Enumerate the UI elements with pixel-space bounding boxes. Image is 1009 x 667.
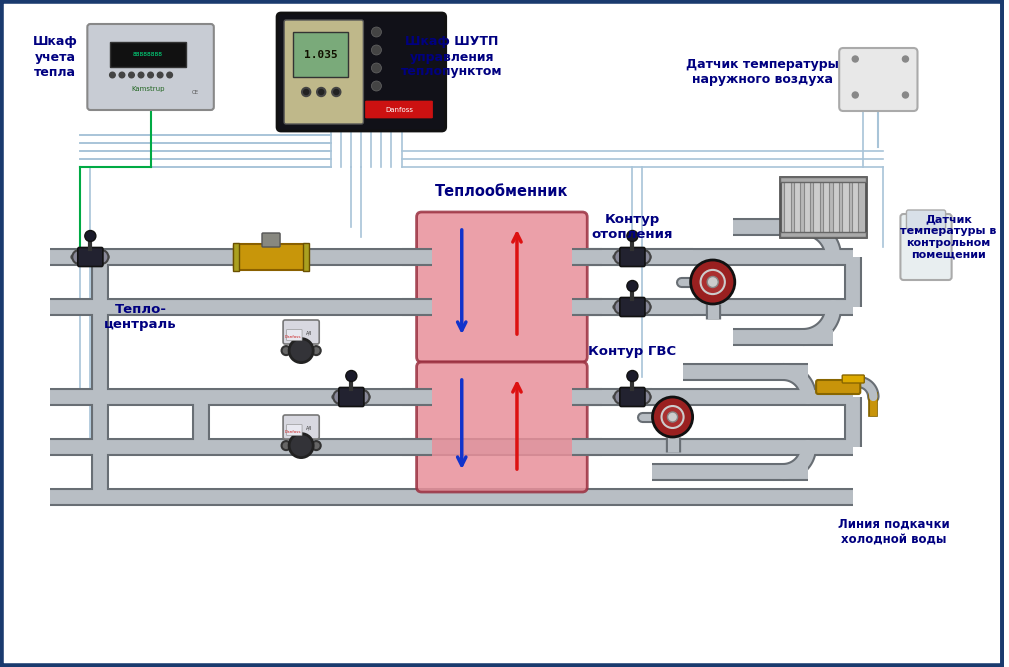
Text: Danfoss: Danfoss	[285, 430, 302, 434]
Text: A/I: A/I	[306, 331, 313, 336]
FancyBboxPatch shape	[287, 329, 302, 340]
Bar	[781, 232, 866, 237]
FancyBboxPatch shape	[417, 212, 587, 362]
Text: Теплообменник: Теплообменник	[435, 185, 569, 199]
Circle shape	[853, 92, 859, 98]
Circle shape	[627, 281, 638, 291]
Circle shape	[637, 300, 651, 314]
FancyBboxPatch shape	[365, 101, 433, 118]
FancyBboxPatch shape	[417, 362, 587, 492]
Text: CE: CE	[192, 89, 200, 95]
Circle shape	[85, 231, 96, 241]
FancyBboxPatch shape	[816, 380, 861, 394]
Text: Линия подкачки
холодной воды: Линия подкачки холодной воды	[837, 518, 949, 546]
FancyBboxPatch shape	[287, 424, 302, 436]
Bar	[784, 179, 791, 235]
Bar	[813, 179, 819, 235]
FancyBboxPatch shape	[906, 210, 945, 229]
Circle shape	[700, 270, 724, 294]
Circle shape	[166, 72, 173, 78]
Circle shape	[902, 56, 908, 62]
Text: Тепло-
централь: Тепло- централь	[104, 303, 177, 331]
Circle shape	[627, 231, 638, 241]
Circle shape	[319, 89, 324, 95]
Circle shape	[355, 390, 369, 404]
Circle shape	[614, 300, 629, 314]
Circle shape	[333, 390, 347, 404]
Circle shape	[668, 412, 678, 422]
FancyBboxPatch shape	[88, 24, 214, 110]
FancyBboxPatch shape	[339, 388, 364, 406]
Circle shape	[627, 370, 638, 382]
Bar	[303, 243, 309, 271]
FancyBboxPatch shape	[262, 233, 281, 247]
Circle shape	[371, 81, 381, 91]
Text: 88888888: 88888888	[133, 52, 163, 57]
Circle shape	[312, 441, 321, 450]
Text: Шкаф
учета
тепла: Шкаф учета тепла	[32, 35, 78, 79]
Text: Danfoss: Danfoss	[285, 335, 302, 339]
Circle shape	[290, 339, 313, 363]
Circle shape	[129, 72, 134, 78]
Circle shape	[73, 250, 87, 264]
FancyBboxPatch shape	[900, 214, 951, 280]
Circle shape	[282, 346, 291, 355]
Bar	[843, 179, 849, 235]
Circle shape	[614, 390, 629, 404]
Circle shape	[95, 250, 108, 264]
Bar	[781, 177, 866, 237]
Circle shape	[312, 346, 321, 355]
FancyBboxPatch shape	[843, 375, 865, 383]
Circle shape	[346, 370, 357, 382]
Text: Датчик
температуры в
контрольном
помещении: Датчик температуры в контрольном помещен…	[900, 215, 997, 259]
Circle shape	[371, 27, 381, 37]
Text: 1.035: 1.035	[304, 50, 338, 60]
Circle shape	[707, 277, 718, 287]
Circle shape	[902, 92, 908, 98]
Circle shape	[853, 56, 859, 62]
Circle shape	[119, 72, 125, 78]
Circle shape	[110, 72, 115, 78]
Circle shape	[653, 397, 692, 437]
Circle shape	[147, 72, 153, 78]
Circle shape	[304, 89, 309, 95]
FancyBboxPatch shape	[284, 415, 319, 439]
FancyBboxPatch shape	[277, 13, 446, 131]
Circle shape	[332, 87, 341, 97]
Circle shape	[690, 260, 735, 304]
FancyBboxPatch shape	[839, 48, 917, 111]
Circle shape	[662, 406, 684, 428]
FancyBboxPatch shape	[294, 32, 348, 77]
Circle shape	[371, 45, 381, 55]
Circle shape	[282, 441, 291, 450]
Bar	[823, 179, 829, 235]
FancyBboxPatch shape	[285, 20, 363, 124]
Text: Контур ГВС: Контур ГВС	[588, 346, 676, 358]
Circle shape	[138, 72, 144, 78]
Text: Контур
отопления: Контур отопления	[591, 213, 673, 241]
Circle shape	[302, 87, 311, 97]
FancyBboxPatch shape	[620, 247, 645, 267]
Circle shape	[637, 250, 651, 264]
Circle shape	[637, 390, 651, 404]
FancyBboxPatch shape	[234, 244, 308, 270]
Circle shape	[157, 72, 162, 78]
Circle shape	[614, 250, 629, 264]
Text: Датчик температуры
наружного воздуха: Датчик температуры наружного воздуха	[686, 58, 839, 86]
FancyBboxPatch shape	[78, 247, 103, 267]
Text: Danfoss: Danfoss	[385, 107, 413, 113]
Bar	[794, 179, 800, 235]
Circle shape	[334, 89, 339, 95]
Text: Kamstrup: Kamstrup	[131, 86, 164, 92]
Bar	[804, 179, 810, 235]
FancyBboxPatch shape	[620, 297, 645, 317]
Bar	[853, 179, 859, 235]
FancyBboxPatch shape	[110, 42, 186, 67]
FancyBboxPatch shape	[620, 388, 645, 406]
Bar	[781, 177, 866, 182]
Bar	[832, 179, 839, 235]
Bar	[233, 243, 239, 271]
Circle shape	[290, 434, 313, 458]
Text: Шкаф ШУТП
управления
теплопунктом: Шкаф ШУТП управления теплопунктом	[401, 35, 502, 79]
